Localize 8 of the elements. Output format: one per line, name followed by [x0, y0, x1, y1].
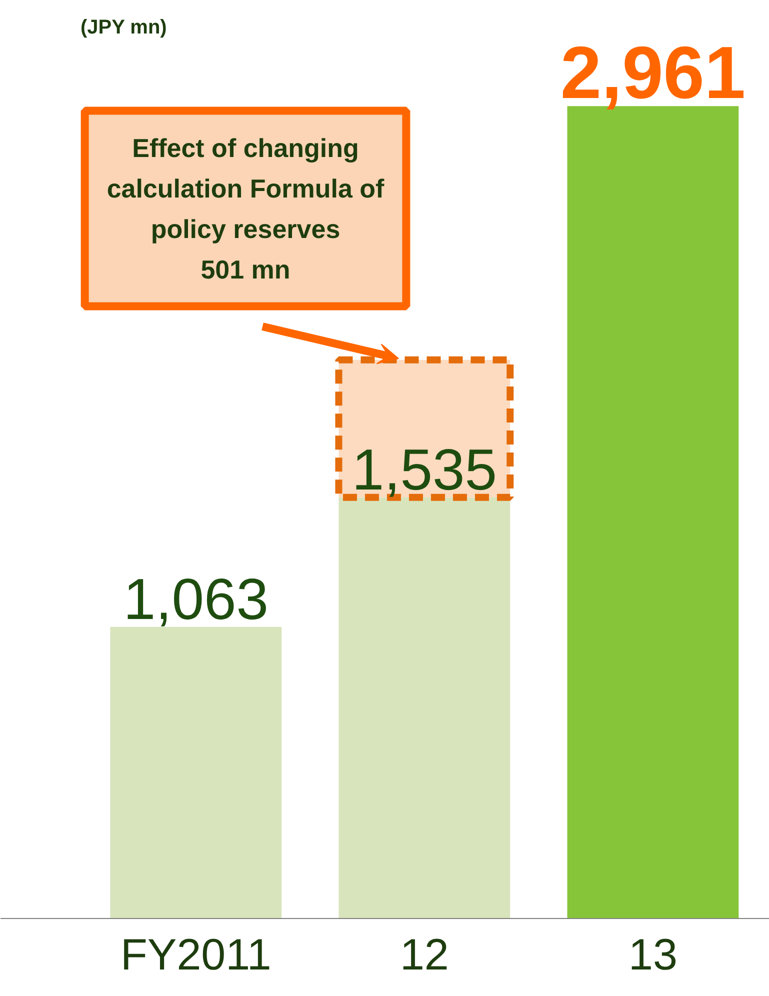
- data-label: 1,535: [352, 437, 498, 502]
- data-label: 1,063: [123, 566, 268, 632]
- x-tick-label: FY2011: [120, 930, 272, 980]
- annotation: Effect of changing calculation Formula of policy reserves 501 mn: [106, 132, 385, 284]
- x-tick-label: 13: [628, 930, 678, 980]
- data-label: 2,961: [560, 31, 746, 114]
- y-axis-title: (JPY mn): [80, 16, 167, 38]
- x-tick-label: 12: [400, 930, 449, 980]
